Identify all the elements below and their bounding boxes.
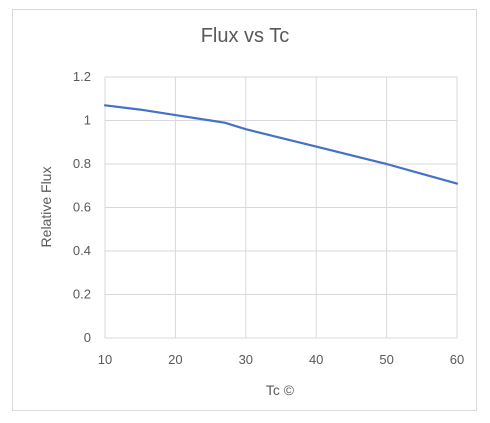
x-axis-label: Tc © — [266, 382, 295, 398]
y-tick-label: 0.2 — [73, 287, 91, 302]
grid-lines — [104, 76, 458, 339]
chart-frame — [12, 9, 477, 411]
y-tick-label: 1.2 — [73, 69, 91, 84]
x-tick-labels: 10 20 30 40 50 60 — [98, 352, 464, 367]
x-tick-label: 60 — [450, 352, 464, 367]
y-tick-label: 0.8 — [73, 156, 91, 171]
x-tick-label: 50 — [379, 352, 393, 367]
chart-title: Flux vs Tc — [201, 25, 290, 47]
y-tick-labels: 0 0.2 0.4 0.6 0.8 1 1.2 — [73, 69, 91, 345]
y-tick-label: 0 — [84, 330, 91, 345]
x-tick-label: 20 — [168, 352, 182, 367]
series-group — [103, 104, 459, 185]
y-axis-label: Relative Flux — [38, 167, 54, 248]
series-line — [103, 104, 459, 185]
x-tick-label: 10 — [98, 352, 112, 367]
y-tick-label: 1 — [84, 113, 91, 128]
x-tick-label: 40 — [309, 352, 323, 367]
x-tick-label: 30 — [239, 352, 253, 367]
y-tick-label: 0.4 — [73, 243, 91, 258]
y-tick-label: 0.6 — [73, 200, 91, 215]
